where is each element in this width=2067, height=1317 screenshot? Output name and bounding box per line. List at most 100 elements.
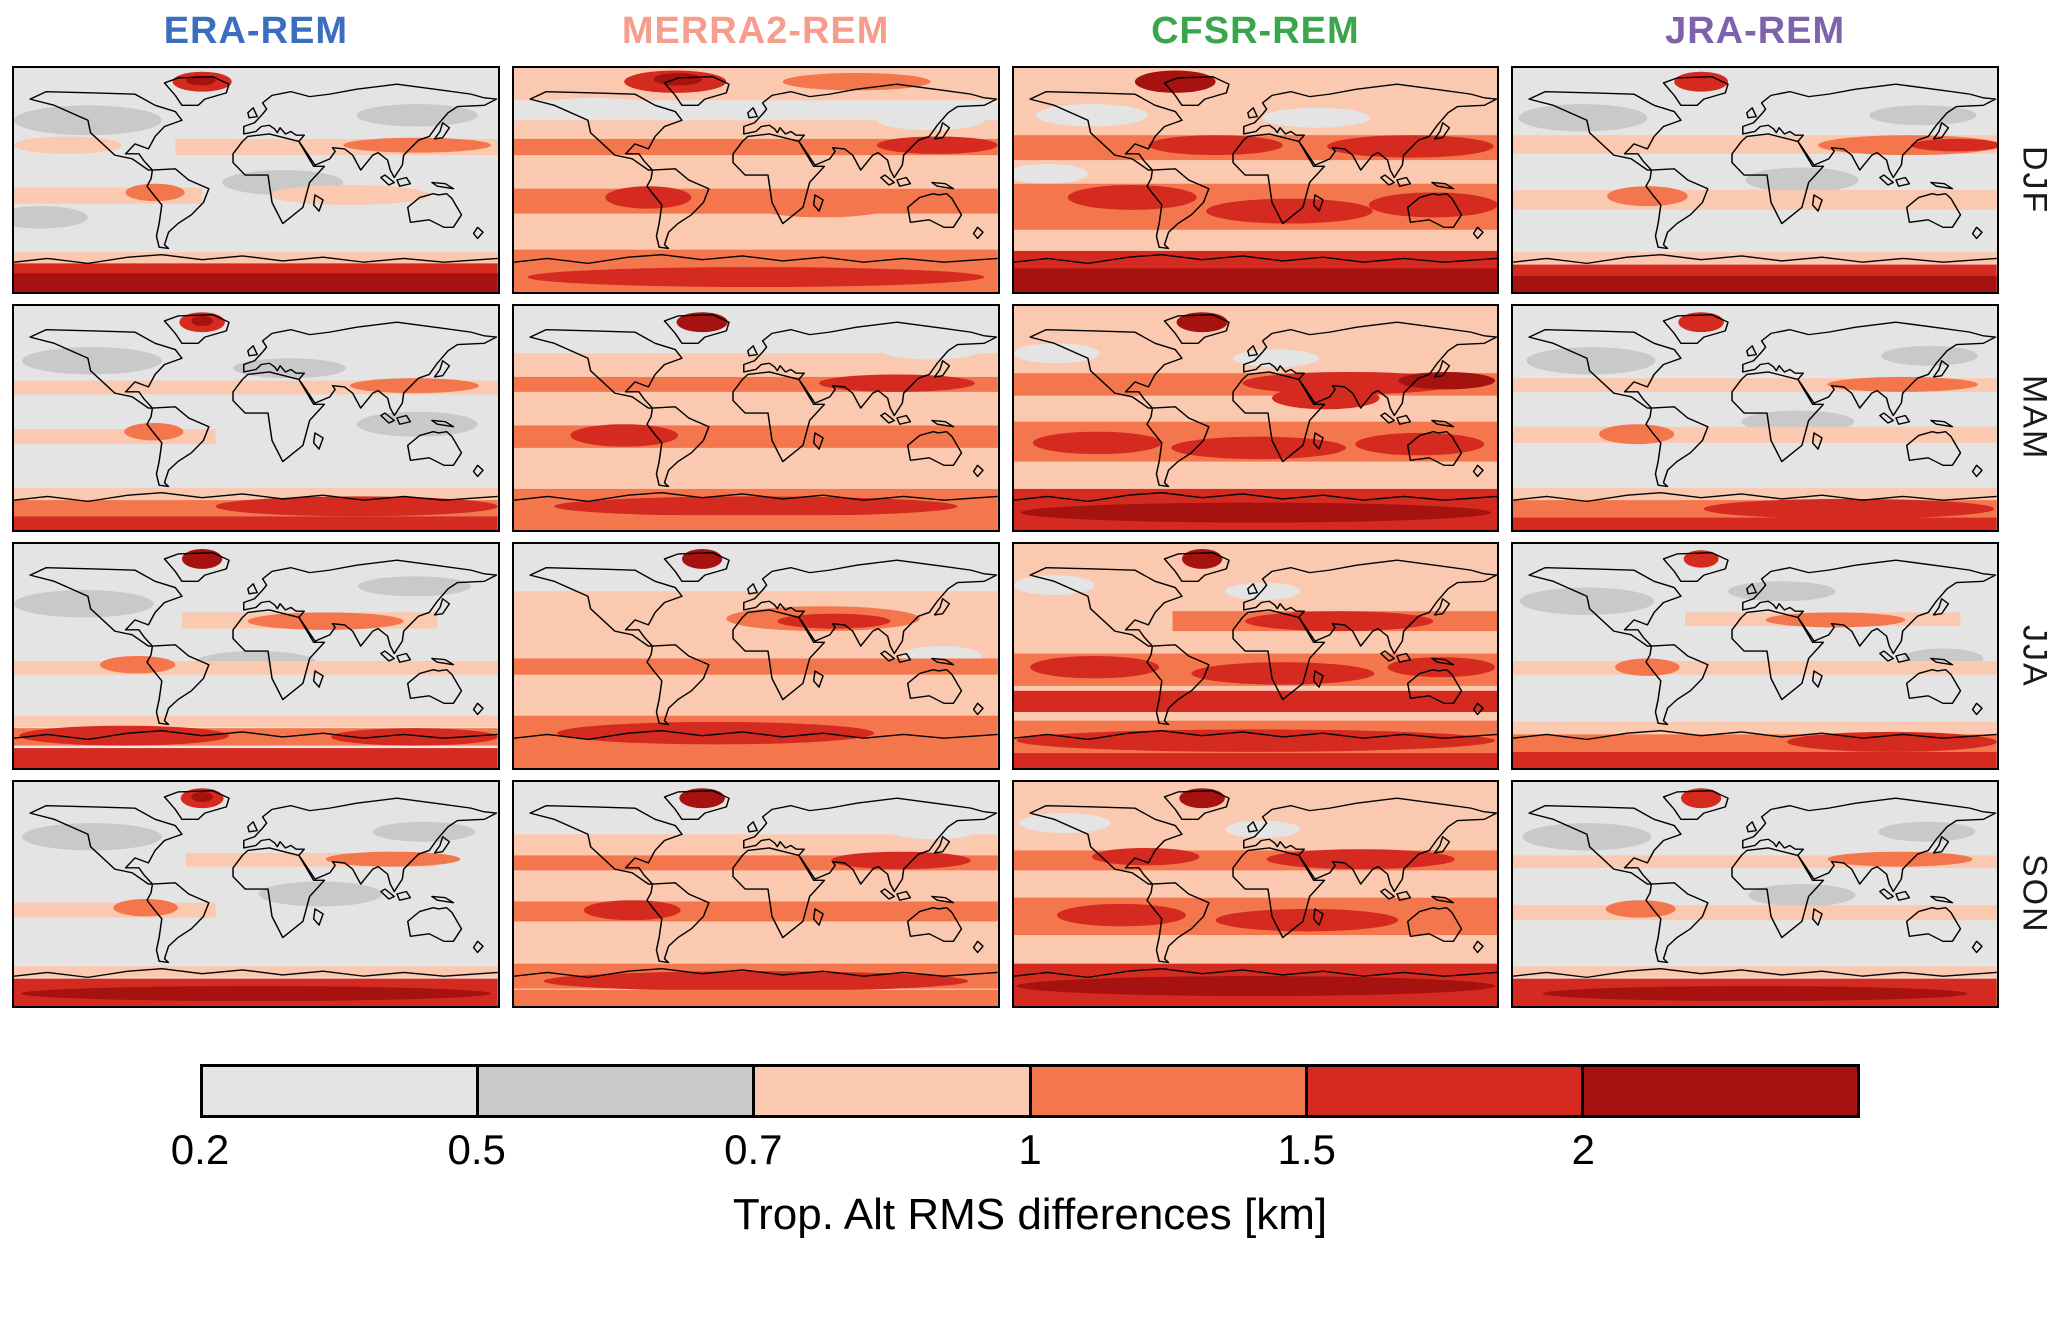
rms-contour-region [14, 429, 216, 445]
rms-contour-region [1542, 986, 1968, 1002]
rms-contour-region [1599, 424, 1675, 445]
rms-contour-region [14, 273, 498, 292]
map-panel-cfsr-rem-jja [1011, 542, 1500, 770]
rms-contour-region [1029, 656, 1159, 679]
rms-contour-region [879, 339, 982, 360]
rms-contour-region [818, 374, 975, 392]
rms-contour-region [679, 788, 725, 809]
rms-contour-region [1091, 847, 1199, 866]
rms-contour-region [1911, 138, 1997, 152]
rms-contour-region [830, 851, 971, 870]
rms-contour-region [1681, 788, 1722, 809]
rms-contour-region [1266, 849, 1455, 870]
rms-contour-region [1232, 349, 1319, 367]
rms-contour-region [513, 249, 998, 270]
rms-contour-region [1190, 662, 1374, 685]
map-panel-merra2-rem-mam [511, 304, 1000, 532]
rms-contour-region [20, 986, 492, 1002]
map-panel-merra2-rem-son [511, 780, 1000, 1008]
column-header-jra-rem: JRA-REM [1665, 10, 1846, 52]
rms-contour-region [1215, 908, 1398, 932]
colorbar: 0.2 0.5 0.7 1 1.5 2 Trop. Alt RMS differences… [171, 1064, 1860, 1240]
rms-contour-region [777, 613, 890, 629]
rms-contour-region [1224, 582, 1300, 600]
rms-contour-region [676, 312, 728, 333]
rms-contour-region [215, 496, 498, 517]
rms-contour-region [1787, 731, 1997, 752]
row-label-jja: JJA [2015, 624, 2054, 688]
rms-contour-region [1016, 976, 1495, 997]
rms-contour-region [1020, 502, 1491, 523]
map-panel-cfsr-rem-mam [1011, 304, 1500, 532]
rms-contour-region [1704, 498, 1995, 519]
rms-contour-region [14, 902, 216, 918]
map-panel-era-rem-mam [12, 304, 500, 532]
colorbar-segment-2 [755, 1067, 1032, 1115]
rms-contour-region [181, 548, 223, 569]
rms-contour-region [1513, 517, 1997, 530]
rms-contour-region [1513, 487, 1997, 502]
rms-contour-region [1013, 268, 1498, 292]
coastlines [14, 76, 498, 265]
rms-contour-region [258, 881, 383, 907]
rms-contour-region [22, 347, 162, 375]
colorbar-tick-1: 1 [1018, 1126, 1042, 1173]
coastlines [1013, 314, 1498, 503]
rms-contour-region [191, 791, 213, 802]
rms-contour-region [1013, 343, 1100, 364]
rms-contour-region [1262, 107, 1370, 128]
rms-contour-region [782, 72, 931, 91]
colorbar-segment-4 [1307, 1067, 1584, 1115]
rms-contour-region [1016, 729, 1495, 752]
rms-contour-region [1013, 163, 1088, 184]
map-panel-jra-rem-son [1511, 780, 1999, 1008]
rms-contour-region [513, 753, 998, 768]
map-panel-cfsr-rem-son [1011, 780, 1500, 1008]
coastlines [1513, 552, 1997, 741]
rms-contour-region [14, 206, 88, 229]
rms-contour-region [513, 567, 627, 591]
rms-contour-region [556, 721, 874, 745]
colorbar-segments [200, 1064, 1860, 1118]
rms-contour-region [755, 197, 890, 218]
rms-contour-region [1748, 884, 1856, 907]
rms-contour-region [887, 819, 979, 840]
rms-contour-region [1869, 105, 1977, 126]
map-panel-era-rem-son [12, 780, 500, 1008]
rms-contour-region [1181, 548, 1222, 569]
colorbar-tick-0.7: 0.7 [724, 1126, 783, 1173]
rms-contour-region [1176, 312, 1228, 333]
rms-contour-region [1067, 184, 1197, 210]
rms-contour-region [1013, 690, 1498, 712]
column-header-cfsr-rem: CFSR-REM [1151, 10, 1360, 52]
rms-contour-region [247, 612, 404, 630]
rms-contour-region [1354, 432, 1484, 456]
coastlines [14, 552, 498, 741]
rms-contour-region [1827, 851, 1973, 867]
rms-contour-region [14, 748, 498, 768]
map-panel-jra-rem-djf [1511, 66, 1999, 294]
rms-contour-region [349, 378, 479, 394]
coastlines [513, 314, 998, 503]
rms-contour-region [233, 358, 346, 379]
map-panel-cfsr-rem-djf [1011, 66, 1500, 294]
rms-contour-region [513, 188, 998, 214]
rms-contour-region [1387, 657, 1495, 678]
rms-contour-region [1526, 347, 1656, 375]
rms-contour-region [14, 590, 154, 618]
map-grid: ERA-REM MERRA2-REM CFSR-REM JRA-REM DJF M… [12, 10, 2054, 1008]
colorbar-segment-1 [479, 1067, 756, 1115]
column-header-era-rem: ERA-REM [163, 10, 349, 52]
rms-contour-region [343, 137, 492, 153]
rms-contour-region [876, 136, 998, 154]
colorbar-ticks: 0.2 0.5 0.7 1 1.5 2 [171, 1126, 1860, 1180]
rms-contour-region [1056, 903, 1186, 927]
rms-contour-region [358, 576, 471, 597]
coastlines [513, 552, 998, 741]
coastlines [1013, 76, 1498, 265]
rms-contour-region [1607, 186, 1688, 207]
rms-contour-region [19, 725, 229, 746]
rms-contour-region [1745, 167, 1859, 193]
rms-contour-region [1513, 426, 1997, 443]
